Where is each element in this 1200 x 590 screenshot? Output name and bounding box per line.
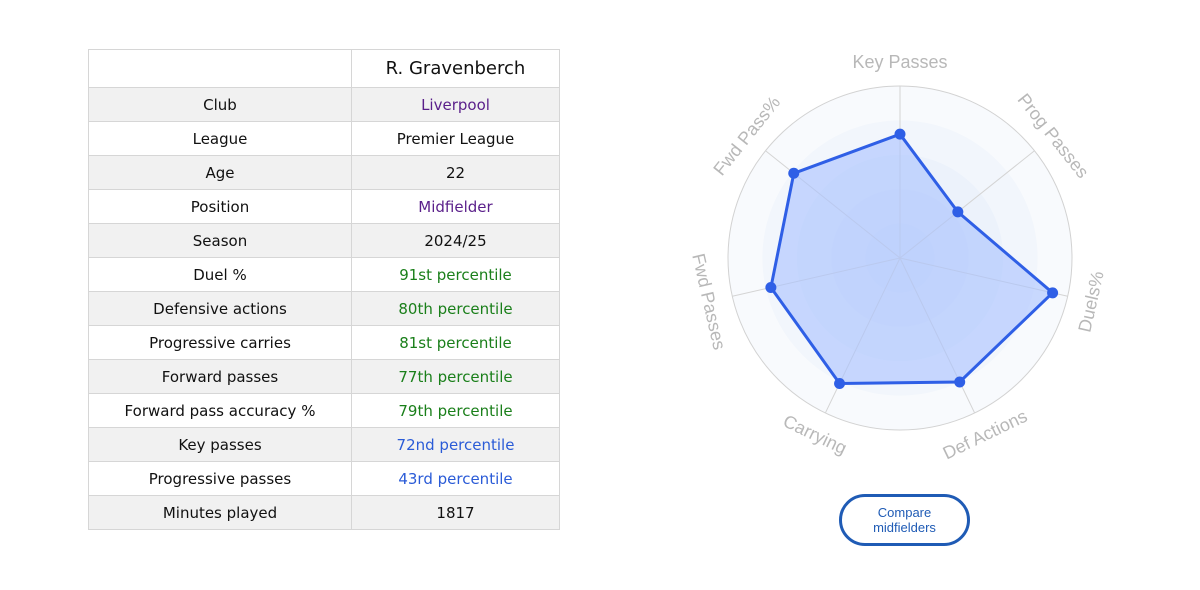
compare-button-line2: midfielders (873, 520, 936, 535)
radar-point (894, 128, 906, 140)
row-value: 81st percentile (351, 325, 560, 360)
row-label: Forward pass accuracy % (88, 393, 352, 428)
row-value: 80th percentile (351, 291, 560, 326)
header-empty-cell (88, 49, 352, 88)
player-stats-table: R. Gravenberch Club Liverpool League Premie… (88, 49, 560, 530)
table-row: Defensive actions 80th percentile (88, 291, 560, 326)
table-row: Forward passes 77th percentile (88, 359, 560, 394)
table-row: Club Liverpool (88, 87, 560, 122)
radar-axis-label: Duels% (1074, 269, 1107, 334)
table-row: Key passes 72nd percentile (88, 427, 560, 462)
table-header-row: R. Gravenberch (88, 49, 560, 88)
radar-point (788, 167, 800, 179)
radar-point (765, 281, 777, 293)
table-row: Minutes played 1817 (88, 495, 560, 530)
row-value: 79th percentile (351, 393, 560, 428)
table-row: Progressive carries 81st percentile (88, 325, 560, 360)
row-label: Minutes played (88, 495, 352, 530)
radar-axis-label: Fwd Passes (688, 252, 729, 352)
row-value: 22 (351, 155, 560, 190)
table-row: Season 2024/25 (88, 223, 560, 258)
row-label: Season (88, 223, 352, 258)
radar-point (1047, 287, 1059, 299)
row-value: 1817 (351, 495, 560, 530)
compare-midfielders-button[interactable]: Compare midfielders (839, 494, 970, 546)
row-label: Progressive passes (88, 461, 352, 496)
table-row: Progressive passes 43rd percentile (88, 461, 560, 496)
table-row: Duel % 91st percentile (88, 257, 560, 292)
radar-series-area (769, 132, 1055, 385)
row-label: Progressive carries (88, 325, 352, 360)
table-row: Forward pass accuracy % 79th percentile (88, 393, 560, 428)
table-row: League Premier League (88, 121, 560, 156)
row-label: Position (88, 189, 352, 224)
row-value: Liverpool (351, 87, 560, 122)
row-label: Defensive actions (88, 291, 352, 326)
radar-point (954, 376, 966, 388)
radar-point (952, 206, 964, 218)
row-value: 2024/25 (351, 223, 560, 258)
row-label: Club (88, 87, 352, 122)
row-value: 43rd percentile (351, 461, 560, 496)
row-value: Midfielder (351, 189, 560, 224)
row-label: League (88, 121, 352, 156)
radar-axis-label: Key Passes (852, 52, 947, 72)
row-label: Duel % (88, 257, 352, 292)
compare-button-line1: Compare (877, 505, 932, 520)
table-row: Position Midfielder (88, 189, 560, 224)
player-name: R. Gravenberch (351, 49, 560, 88)
row-label: Age (88, 155, 352, 190)
row-value: 77th percentile (351, 359, 560, 394)
row-label: Key passes (88, 427, 352, 462)
row-value: Premier League (351, 121, 560, 156)
row-label: Forward passes (88, 359, 352, 394)
row-value: 91st percentile (351, 257, 560, 292)
radar-point (834, 378, 846, 390)
row-value: 72nd percentile (351, 427, 560, 462)
table-row: Age 22 (88, 155, 560, 190)
